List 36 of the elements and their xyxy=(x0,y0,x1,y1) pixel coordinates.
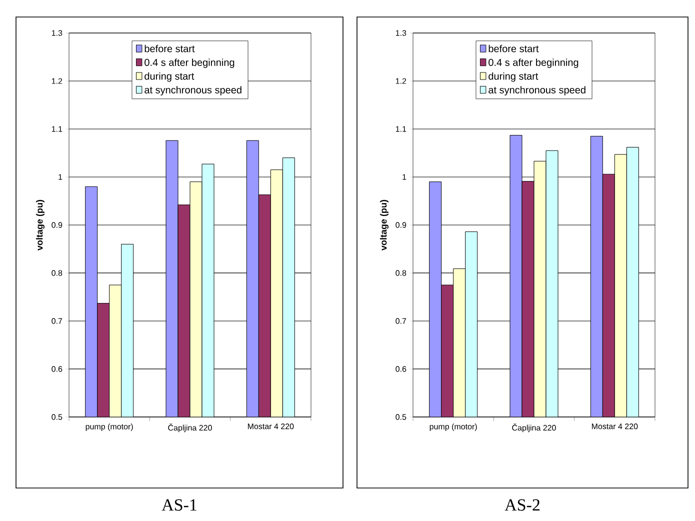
y-tick-label: 1.1 xyxy=(396,126,406,132)
y-tick-label: 1.3 xyxy=(396,30,406,36)
legend-label: before start xyxy=(144,44,195,52)
legend-label: during start xyxy=(488,72,538,82)
y-tick-label: 1.1 xyxy=(52,126,62,132)
x-tick-label: pump (motor) xyxy=(86,424,133,431)
x-tick-label: pump (motor) xyxy=(430,424,477,431)
y-tick-label: 1 xyxy=(58,174,62,180)
y-tick-label: 1.3 xyxy=(52,30,62,36)
y-axis-title: voltage (pu) xyxy=(36,200,44,250)
x-tick-label: Čapljina 220 xyxy=(512,424,556,432)
legend-label: at synchronous speed xyxy=(488,86,586,96)
y-tick-label: 1 xyxy=(402,174,406,180)
x-tick-label: Mostar 4 220 xyxy=(592,424,638,430)
text: AS-1 xyxy=(162,499,196,511)
legend-label: 0.4 s after beginning xyxy=(488,58,578,68)
x-tick-label: Čapljina 220 xyxy=(168,424,212,432)
y-tick-label: 0.7 xyxy=(52,318,62,324)
y-tick-label: 0.5 xyxy=(396,414,406,420)
y-axis-title: voltage (pu) xyxy=(380,200,388,250)
text: AS-2 xyxy=(504,499,540,511)
y-tick-label: 0.8 xyxy=(396,270,406,276)
legend-label: 0.4 s after beginning xyxy=(144,58,234,68)
y-tick-label: 0.5 xyxy=(52,414,62,420)
y-tick-label: 0.8 xyxy=(52,270,62,276)
y-tick-label: 0.7 xyxy=(396,318,406,324)
y-tick-label: 0.6 xyxy=(396,366,406,372)
y-tick-label: 1.2 xyxy=(52,78,62,84)
legend-label: during start xyxy=(144,72,194,82)
legend-label: before start xyxy=(488,44,539,52)
y-tick-label: 0.9 xyxy=(396,222,406,228)
y-tick-label: 1.2 xyxy=(396,78,406,84)
y-tick-label: 0.9 xyxy=(52,222,62,228)
x-tick-label: Mostar 4 220 xyxy=(248,424,294,430)
y-tick-label: 0.6 xyxy=(52,366,62,372)
legend-label: at synchronous speed xyxy=(144,86,242,96)
